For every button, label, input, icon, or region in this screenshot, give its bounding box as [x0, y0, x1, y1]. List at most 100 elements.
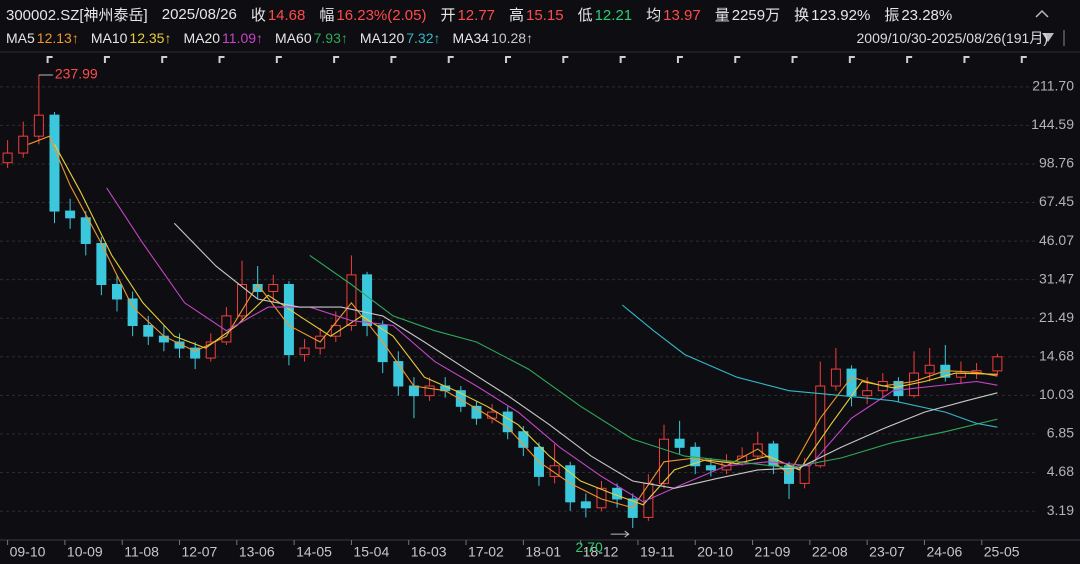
- event-flag: [46, 56, 53, 63]
- legend-name: MA20: [183, 30, 221, 46]
- x-tick-label: 11-08: [124, 544, 159, 560]
- quote-header: 300002.SZ[神州泰岳] 2025/08/26 收 14.68 幅 16.23%(2…: [6, 3, 952, 25]
- candle-body: [674, 438, 685, 448]
- candle-body: [190, 347, 201, 359]
- field-value: 123.92%: [811, 6, 871, 24]
- low-pointer: [610, 530, 630, 538]
- legend-name: MA34: [452, 30, 490, 46]
- x-tick-label: 21-09: [755, 544, 791, 560]
- candle-body: [471, 405, 482, 419]
- candle-body: [487, 411, 498, 419]
- candle-body: [299, 347, 310, 356]
- quote-field: 换 123.92%: [794, 4, 870, 25]
- event-flag: [505, 56, 512, 63]
- x-tick-label: 12-07: [182, 544, 218, 560]
- candle-body: [455, 390, 466, 407]
- candle-body: [924, 364, 935, 374]
- field-label: 高: [509, 6, 525, 24]
- candle-body: [830, 368, 841, 387]
- y-tick-label: 144.59: [1031, 116, 1074, 132]
- x-tick-label: 16-03: [411, 544, 447, 560]
- candle-body: [158, 335, 169, 343]
- range-dropdown[interactable]: [1042, 33, 1054, 42]
- x-tick-label: 14-05: [296, 544, 332, 560]
- y-tick-label: 6.85: [1047, 425, 1074, 441]
- quote-field: 均 13.97: [646, 4, 701, 25]
- legend-entry: MA34 10.28↑: [452, 30, 533, 46]
- field-value: 15.15: [526, 6, 564, 24]
- candle-body: [424, 385, 435, 397]
- y-tick-label: 31.47: [1039, 270, 1074, 286]
- legend-entry: MA60 7.93↑: [275, 30, 348, 46]
- ma-legend: MA5 12.13↑ MA10 12.35↑ MA20 11.09↑ MA60 7.93↑ MA…: [6, 28, 533, 48]
- field-label: 开: [440, 6, 456, 24]
- x-tick-label: 18-12: [583, 544, 619, 560]
- candle-body: [65, 210, 76, 219]
- event-flag: [390, 56, 397, 63]
- ma-line: [309, 254, 998, 469]
- candle-body: [143, 325, 154, 337]
- x-tick-label: 23-07: [869, 544, 905, 560]
- candle-body: [612, 487, 623, 500]
- x-tick-label: 24-06: [926, 544, 962, 560]
- candle-body: [2, 152, 13, 164]
- legend-value: 10.28↑: [491, 30, 534, 46]
- quote-field: 开 12.77: [440, 4, 495, 25]
- quote-field: 幅 16.23%(2.05): [319, 4, 426, 25]
- candle-body: [174, 341, 185, 349]
- candle-body: [705, 465, 716, 471]
- candle-body: [377, 325, 388, 363]
- quote-date: 2025/08/26: [161, 5, 237, 23]
- candle-body: [112, 283, 123, 300]
- legend-name: MA10: [90, 30, 128, 46]
- x-tick-label: 20-10: [697, 544, 733, 560]
- event-flag: [333, 56, 340, 63]
- event-flag: [734, 56, 741, 63]
- candle-body: [799, 465, 810, 484]
- candle-body: [49, 114, 60, 212]
- x-tick-label: 19-11: [640, 544, 675, 560]
- ma-line: [173, 222, 998, 489]
- candle-body: [18, 135, 29, 154]
- legend-value: 11.09↑: [222, 30, 264, 46]
- field-label: 收: [250, 6, 266, 24]
- x-tick-label: 09-10: [10, 544, 46, 560]
- y-tick-label: 21.49: [1039, 309, 1074, 325]
- field-value: 12.77: [457, 6, 496, 24]
- candle-body: [580, 501, 591, 509]
- candle-body: [549, 465, 560, 477]
- event-flag: [676, 56, 683, 63]
- legend-value: 7.32↑: [406, 30, 441, 46]
- event-flag: [161, 56, 168, 63]
- y-tick-label: 98.76: [1039, 155, 1074, 171]
- legend-name: MA60: [275, 30, 312, 46]
- candle-body: [893, 380, 904, 397]
- event-flag: [1020, 56, 1027, 63]
- collapse-icon[interactable]: [1035, 9, 1049, 18]
- legend-value: 7.93↑: [313, 30, 348, 46]
- date-range[interactable]: 2009/10/30-2025/08/26(191月): [856, 30, 1048, 46]
- event-flag: [619, 56, 626, 63]
- field-value: 12.21: [594, 6, 633, 24]
- candle-body: [127, 298, 138, 327]
- ma-line: [54, 144, 998, 506]
- field-label: 量: [714, 6, 730, 24]
- low-label: 2.70: [575, 539, 602, 555]
- x-tick-label: 13-06: [239, 544, 275, 560]
- candle-body: [408, 385, 419, 397]
- field-value: 2259万: [731, 6, 781, 24]
- quote-field: 高 15.15: [509, 4, 564, 25]
- y-tick-label: 3.19: [1047, 502, 1074, 518]
- candle-body: [33, 114, 44, 137]
- legend-value: 12.35↑: [129, 30, 172, 46]
- x-tick-label: 15-04: [353, 544, 389, 560]
- field-label: 低: [577, 6, 593, 24]
- field-value: 23.28%: [901, 6, 953, 24]
- event-flag: [562, 56, 569, 63]
- legend-entry: MA10 12.35↑: [91, 30, 172, 46]
- candle-body: [596, 487, 607, 509]
- y-tick-label: 67.45: [1039, 193, 1074, 209]
- quote-field: 低 12.21: [578, 4, 633, 25]
